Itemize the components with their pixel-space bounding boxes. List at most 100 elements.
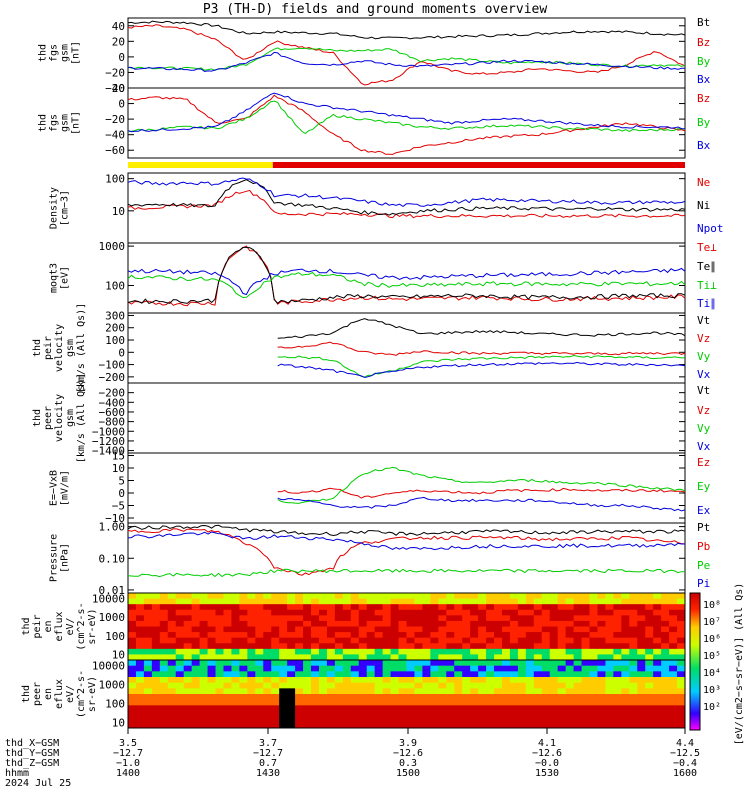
spectro-cell bbox=[557, 654, 567, 661]
x-row-label: thd_Z−GSM bbox=[5, 758, 59, 769]
legend-Npot: Npot bbox=[697, 222, 724, 235]
spectro-cell bbox=[358, 593, 368, 600]
spectro-cell bbox=[621, 626, 630, 633]
spectro-cell bbox=[183, 643, 193, 650]
spectro-cell bbox=[557, 705, 567, 712]
y-tick-label: −20 bbox=[105, 113, 125, 126]
spectro-cell bbox=[175, 682, 185, 689]
spectro-cell bbox=[629, 705, 638, 712]
spectro-cell bbox=[565, 711, 575, 718]
spectro-cell bbox=[350, 671, 360, 678]
spectro-cell bbox=[605, 598, 614, 605]
spectro-cell bbox=[255, 593, 264, 600]
spectro-cell bbox=[247, 632, 256, 639]
spectro-cell bbox=[215, 699, 224, 706]
spectro-cell bbox=[494, 677, 503, 684]
panel-frame bbox=[127, 87, 686, 159]
spectro-cell bbox=[334, 665, 344, 672]
spectro-cell bbox=[167, 615, 177, 622]
spectro-cell bbox=[533, 682, 543, 689]
colorbar-tick: 10³ bbox=[703, 685, 721, 696]
spectro-cell bbox=[398, 620, 407, 627]
spectro-cell bbox=[271, 632, 280, 639]
spectro-cell bbox=[557, 694, 567, 701]
spectro-cell bbox=[151, 598, 161, 605]
spectro-cell bbox=[223, 716, 232, 723]
spectro-cell bbox=[239, 654, 248, 661]
spectro-cell bbox=[326, 660, 336, 667]
spectro-cell bbox=[350, 620, 360, 627]
spectro-cell bbox=[128, 604, 137, 611]
spectro-cell bbox=[581, 716, 591, 723]
y-axis-label-line: sr-eV) bbox=[87, 608, 98, 644]
spectro-cell bbox=[557, 671, 567, 678]
spectro-cell bbox=[621, 722, 630, 729]
spectro-cell bbox=[318, 593, 328, 600]
spectro-cell bbox=[549, 593, 559, 600]
spectro-cell bbox=[653, 593, 662, 600]
spectro-cell bbox=[350, 682, 360, 689]
spectro-cell bbox=[135, 593, 145, 600]
spectro-cell bbox=[573, 682, 583, 689]
spectro-cell bbox=[629, 699, 638, 706]
spectro-cell bbox=[342, 660, 352, 667]
spectro-cell bbox=[223, 593, 232, 600]
spectro-cell bbox=[175, 699, 185, 706]
y-axis-label: Pressure[nPa] bbox=[49, 534, 71, 582]
spectro-cell bbox=[382, 620, 392, 627]
spectro-cell bbox=[509, 626, 519, 633]
spectro-cell bbox=[175, 637, 185, 644]
spectro-cell bbox=[549, 637, 559, 644]
y-axis-label-line: fgs bbox=[49, 44, 60, 62]
spectro-cell bbox=[597, 604, 606, 611]
spectro-cell bbox=[287, 665, 296, 672]
spectro-cell bbox=[533, 699, 543, 706]
spectro-cell bbox=[573, 716, 583, 723]
y-axis-label-line: peir bbox=[43, 336, 54, 360]
spectro-cell bbox=[661, 682, 670, 689]
series-line-Bx bbox=[128, 51, 686, 73]
spectro-cell bbox=[326, 615, 336, 622]
y-tick-label: −10 bbox=[105, 512, 125, 525]
spectro-cell bbox=[263, 609, 272, 616]
spectro-cell bbox=[287, 643, 296, 650]
spectro-cell bbox=[557, 677, 567, 684]
spectro-cell bbox=[183, 637, 193, 644]
spectro-cell bbox=[589, 615, 598, 622]
spectro-cell bbox=[629, 711, 638, 718]
spectro-cell bbox=[311, 648, 320, 655]
spectro-cell bbox=[295, 677, 304, 684]
spectro-cell bbox=[597, 716, 606, 723]
spectro-cell bbox=[135, 654, 145, 661]
spectro-cell bbox=[557, 665, 567, 672]
spectro-cell bbox=[446, 677, 455, 684]
spectro-cell bbox=[565, 688, 575, 695]
spectro-cell bbox=[247, 609, 256, 616]
spectro-cell bbox=[549, 632, 559, 639]
spectro-cell bbox=[191, 654, 201, 661]
spectro-cell bbox=[390, 682, 400, 689]
spectro-cell bbox=[565, 694, 575, 701]
legend-Pt: Pt bbox=[697, 521, 710, 534]
spectro-cell bbox=[581, 711, 591, 718]
spectro-cell bbox=[223, 665, 232, 672]
spectro-cell bbox=[549, 598, 559, 605]
x-row-label: thd_Y−GSM bbox=[5, 748, 59, 759]
spectro-cell bbox=[486, 694, 495, 701]
spectro-cell bbox=[215, 711, 224, 718]
spectro-cell bbox=[151, 632, 161, 639]
spectro-cell bbox=[613, 626, 622, 633]
spectro-cell bbox=[486, 688, 495, 695]
spectro-cell bbox=[318, 609, 328, 616]
spectro-cell bbox=[334, 699, 344, 706]
y-axis-label-line: thd bbox=[32, 339, 43, 357]
spectro-cell bbox=[135, 722, 145, 729]
spectro-cell bbox=[605, 632, 614, 639]
spectro-cell bbox=[303, 660, 312, 667]
spectro-cell bbox=[159, 632, 169, 639]
spectro-cell bbox=[183, 648, 193, 655]
spectro-cell bbox=[159, 660, 169, 667]
panel-frame bbox=[127, 452, 686, 524]
y-axis-label-line: fgs bbox=[49, 114, 60, 132]
